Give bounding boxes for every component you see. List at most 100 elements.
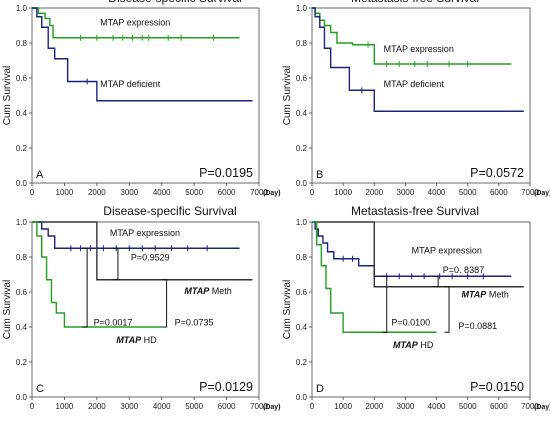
panel-letter: A	[36, 169, 44, 181]
series-annotation: MTAP expression	[100, 18, 170, 28]
comparison-bracket	[82, 247, 88, 328]
y-tick-label: 0.4	[16, 109, 28, 118]
annotation-gene: MTAP	[461, 289, 487, 299]
x-tick-label: 7000	[521, 402, 539, 411]
annotation-text: Meth	[489, 289, 509, 299]
y-tick-label: 0.4	[16, 323, 28, 332]
x-tick-label: 5000	[459, 188, 477, 197]
comparison-bracket	[433, 275, 439, 288]
annotation-gene: MTAP	[393, 340, 419, 350]
series-line	[312, 7, 524, 112]
series-annotation: P=0. 8387	[443, 265, 484, 275]
y-tick-label: 0.6	[296, 74, 308, 83]
x-tick-label: 1000	[334, 402, 352, 411]
x-tick-label: 2000	[365, 402, 383, 411]
comparison-bracket	[382, 275, 388, 333]
p-value: P=0.0195	[199, 166, 253, 180]
y-tick-label: 0.8	[296, 39, 308, 48]
y-tick-label: 0.0	[296, 393, 308, 402]
x-tick-label: 2000	[365, 188, 383, 197]
annotation-text: P=0.0017	[94, 317, 133, 327]
panel-letter: C	[36, 383, 44, 395]
chart-title: Metastasis-free Survival	[351, 204, 479, 218]
x-tick-label: 1000	[56, 188, 74, 197]
series-line	[312, 221, 437, 333]
series-annotation: P=0.0017	[94, 317, 133, 327]
annotation-text: MTAP expression	[110, 228, 180, 238]
y-tick-label: 0.2	[16, 144, 28, 153]
series-annotation: MTAP HD	[393, 340, 434, 350]
annotation-text: HD	[420, 340, 433, 350]
chart-title: Metastasis-free Survival	[351, 0, 479, 5]
x-tick-label: 3000	[397, 402, 415, 411]
series-annotation: MTAP expression	[384, 44, 454, 54]
y-tick-label: 0.8	[16, 39, 28, 48]
x-tick-label: 5000	[459, 402, 477, 411]
x-tick-label: 1000	[334, 188, 352, 197]
panel-a: Disease-specific Survival 0.0 0.2 0.4 0.6 0.8…	[2, 0, 281, 197]
series-annotation: P=0.0100	[391, 317, 430, 327]
annotation-text: P=0.9529	[131, 253, 170, 263]
annotation-text: P=0.0881	[458, 321, 497, 331]
annotation-text: Meth	[212, 286, 232, 296]
x-tick-label: 0	[30, 188, 35, 197]
plot-frame	[311, 221, 531, 398]
series-line	[312, 221, 524, 288]
annotation-gene: MTAP	[116, 335, 142, 345]
y-tick-label: 0.2	[296, 358, 308, 367]
series-annotation: MTAP expression	[412, 246, 482, 256]
comparison-bracket	[113, 247, 119, 281]
series-annotation: MTAP HD	[116, 335, 157, 345]
y-tick-label: 0.6	[16, 288, 28, 297]
y-tick-label: 0.4	[296, 109, 308, 118]
series-annotation: MTAP Meth	[184, 286, 231, 296]
x-tick-label: 5000	[185, 402, 203, 411]
panel-letter: D	[316, 383, 324, 395]
annotation-text: MTAP expression	[100, 18, 170, 28]
p-value: P=0.0150	[470, 380, 524, 394]
y-tick-label: 0.0	[16, 179, 28, 188]
x-tick-label: 3000	[120, 188, 138, 197]
annotation-text: MTAP deficient	[384, 79, 445, 89]
x-tick-label: 4000	[153, 402, 171, 411]
y-tick-label: 0.6	[296, 288, 308, 297]
series-line	[32, 221, 253, 281]
chart-title: Disease-specific Survival	[103, 204, 236, 218]
plot-frame	[311, 7, 531, 184]
x-axis-unit: (Day)	[263, 190, 281, 197]
y-tick-label: 0.6	[16, 74, 28, 83]
panel-d: Metastasis-free Survival 0.0 0.2 0.4 0.6 0.8 1…	[282, 204, 550, 411]
x-tick-label: 1000	[56, 402, 74, 411]
y-axis-label: Cum Survival	[282, 66, 293, 125]
chart-title: Disease-specific Survival	[108, 0, 241, 5]
x-tick-label: 3000	[120, 402, 138, 411]
series-annotation: MTAP deficient	[384, 79, 445, 89]
series-line	[32, 7, 240, 39]
annotation-text: HD	[144, 335, 157, 345]
panel-c: Disease-specific Survival 0.0 0.2 0.4 0.6 0.8…	[2, 204, 281, 411]
y-tick-label: 0.8	[16, 253, 28, 262]
x-tick-label: 6000	[218, 402, 236, 411]
series-line	[32, 7, 253, 102]
y-tick-label: 0.2	[16, 358, 28, 367]
panel-letter: B	[316, 169, 323, 181]
x-tick-label: 2000	[88, 402, 106, 411]
x-tick-label: 0	[30, 402, 35, 411]
annotation-text: MTAP expression	[384, 44, 454, 54]
x-tick-label: 5000	[185, 188, 203, 197]
y-tick-label: 0.0	[296, 179, 308, 188]
series-line	[312, 7, 512, 65]
series-line	[32, 221, 240, 249]
comparison-bracket	[444, 286, 450, 333]
annotation-text: P=0. 8387	[443, 265, 484, 275]
x-tick-label: 0	[310, 188, 315, 197]
y-tick-label: 0.8	[296, 253, 308, 262]
y-tick-label: 0.2	[296, 144, 308, 153]
y-axis-label: Cum Survival	[282, 280, 293, 339]
x-tick-label: 6000	[490, 188, 508, 197]
series-annotation: P=0.0735	[175, 317, 214, 327]
series-annotation: MTAP expression	[110, 228, 180, 238]
annotation-text: P=0.0100	[391, 317, 430, 327]
y-axis-label: Cum Survival	[2, 280, 13, 339]
